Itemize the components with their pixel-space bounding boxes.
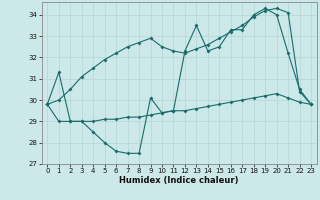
X-axis label: Humidex (Indice chaleur): Humidex (Indice chaleur) [119,176,239,185]
